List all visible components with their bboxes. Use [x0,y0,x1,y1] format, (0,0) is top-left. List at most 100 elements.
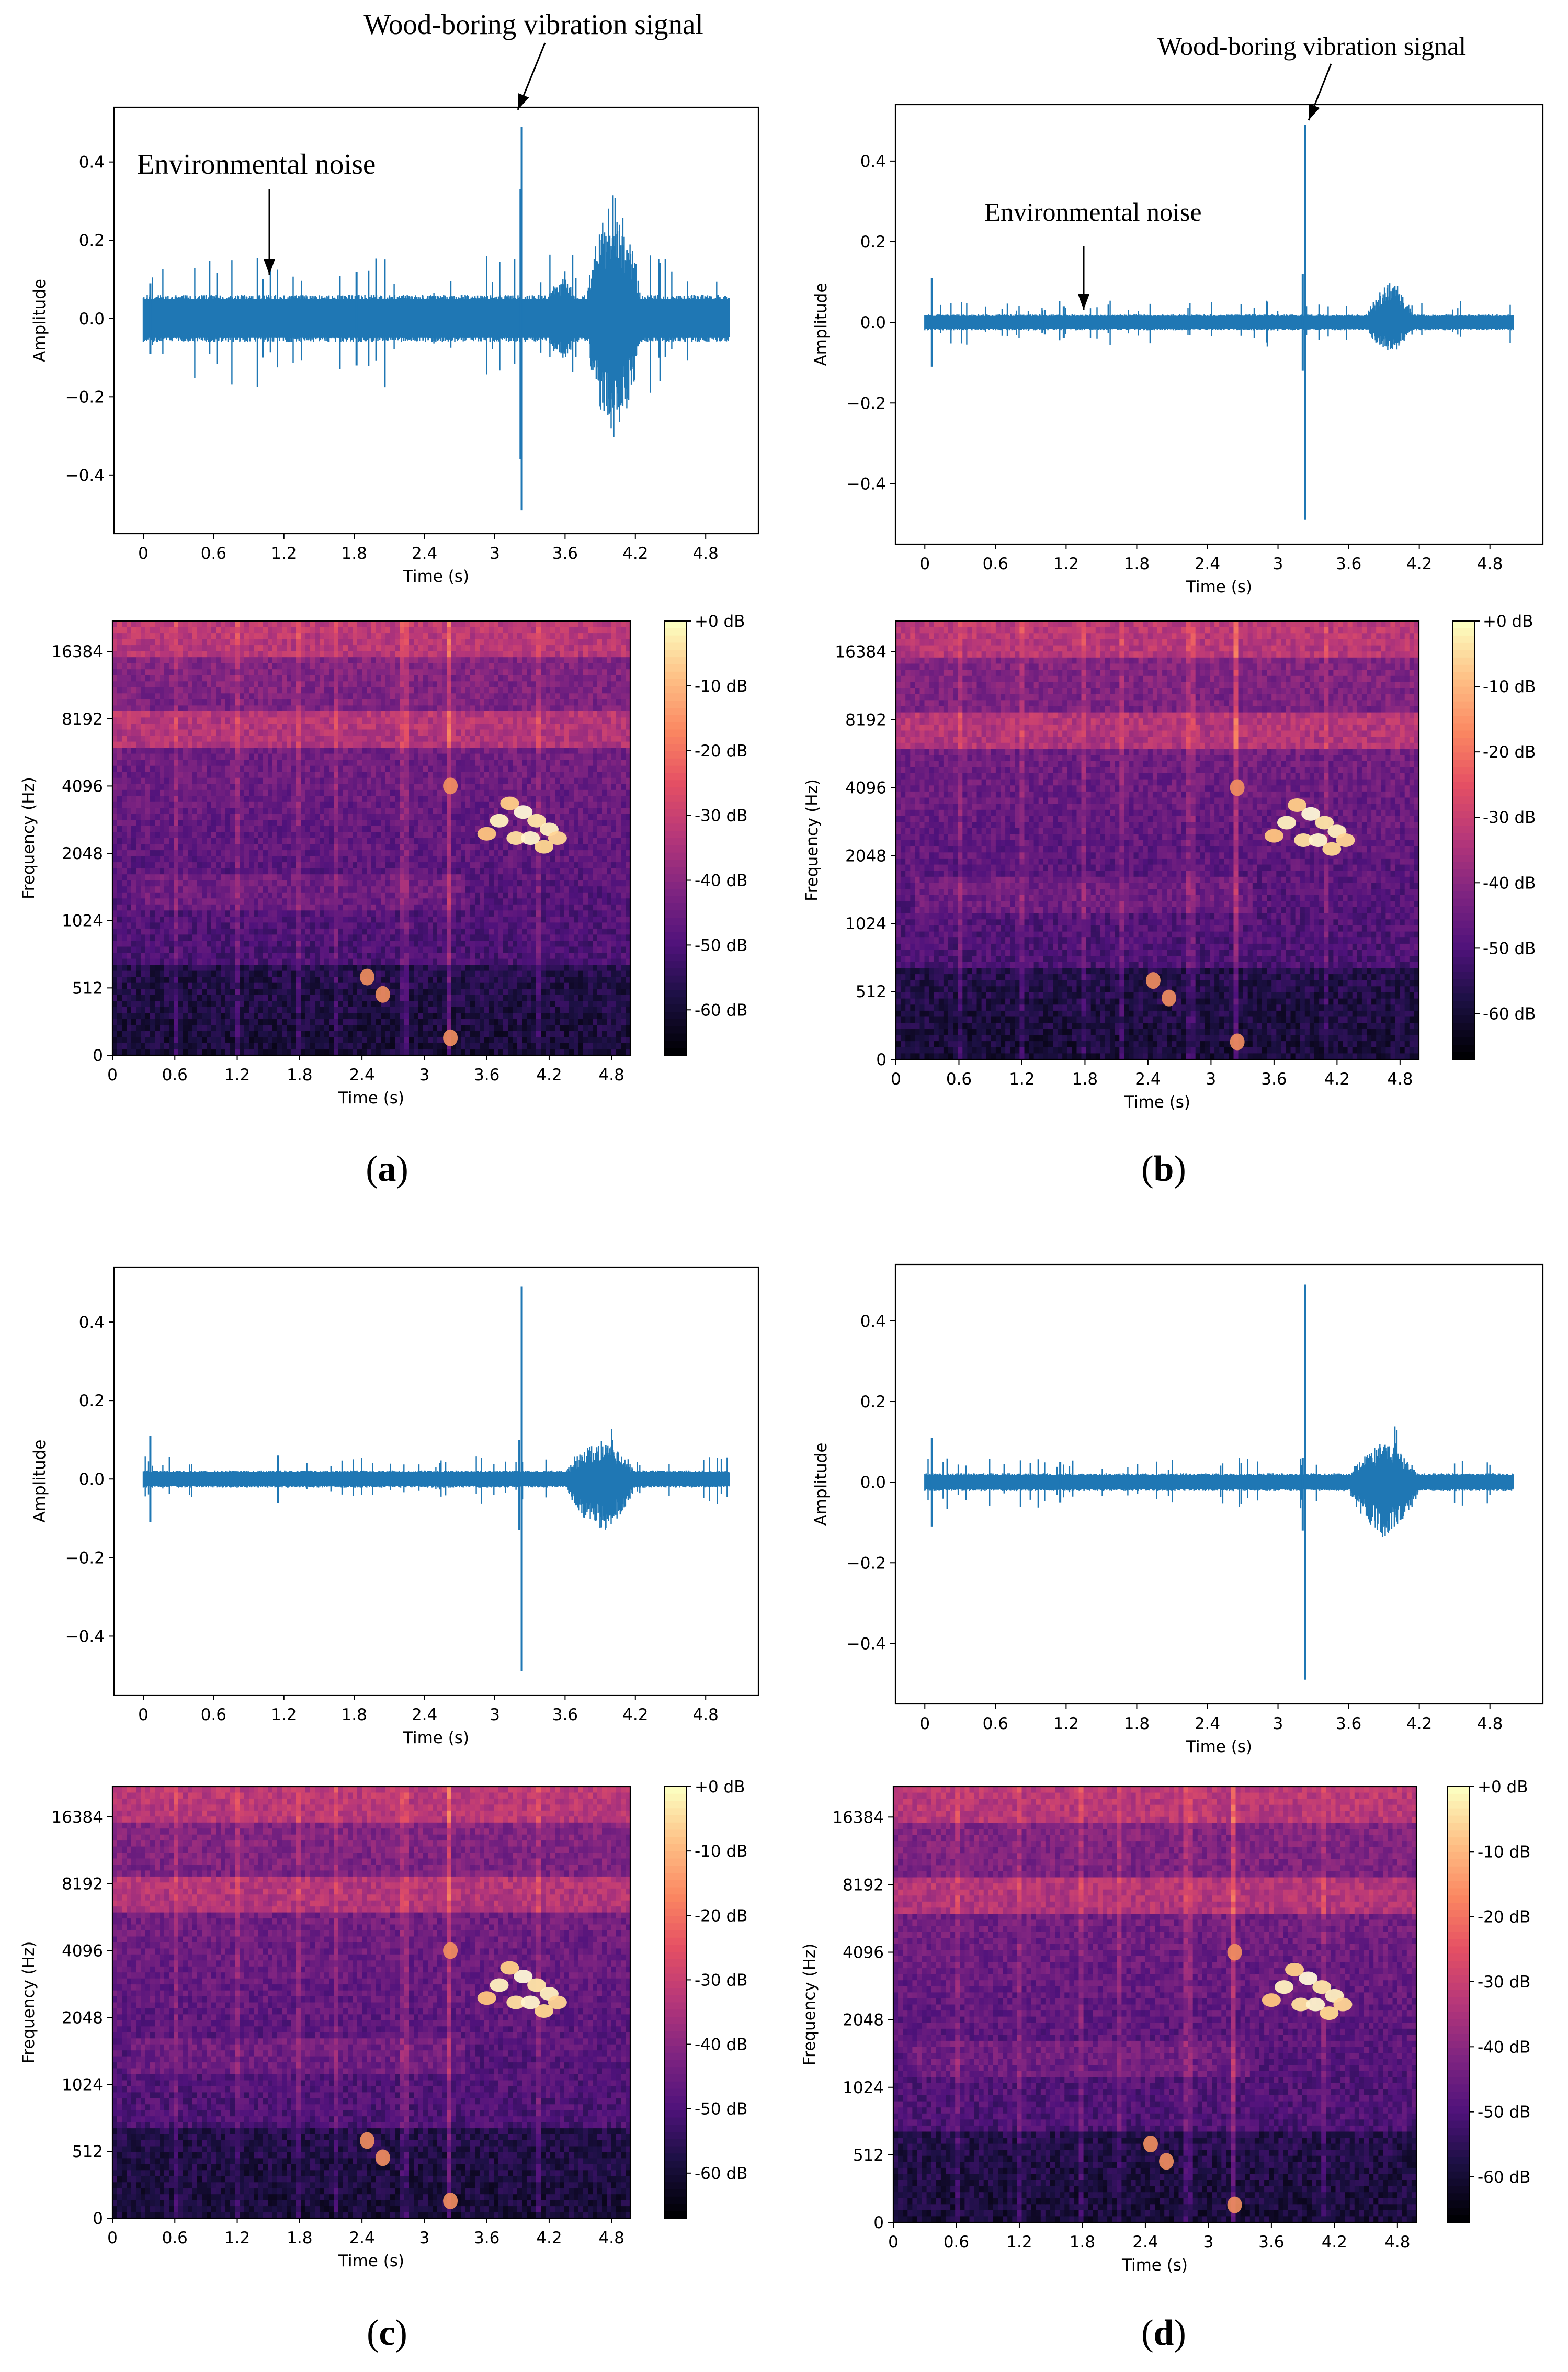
spectrogram-cell [160,838,165,844]
spectrogram-cell [145,850,151,856]
spectrogram-cell [136,705,141,711]
spectrogram-cell [150,681,155,687]
spectrogram-cell [112,808,118,814]
spectrogram-cell [117,838,122,844]
spectrogram-cell [141,663,146,670]
spectrogram-cell [160,886,165,893]
spectrogram-cell [155,995,160,1001]
spectrogram-cell [160,808,165,814]
spectrogram-cell [164,1031,169,1037]
spectrogram-cell [174,651,179,658]
spectrogram-cell [150,790,155,796]
spectrogram-cell [127,832,132,839]
spectrogram-cell [145,941,151,947]
spectrogram-cell [141,681,146,687]
spectrogram-cell [112,868,118,875]
spectrogram-cell [112,850,118,856]
spectrogram-cell [169,730,174,736]
spectrogram-cell [160,995,165,1001]
spectrogram-cell [127,917,132,923]
spectrogram-cell [145,1037,151,1043]
spectrogram-cell [145,693,151,699]
spectrogram-cell [150,760,155,766]
spectrogram-cell [145,633,151,639]
spectrogram-cell [131,760,137,766]
spectrogram-cell [131,893,137,899]
spectrogram-cell [141,977,146,983]
spectrogram-cell [131,826,137,832]
spectrogram-cell [169,760,174,766]
spectrogram-cell [122,802,127,808]
spectrogram-cell [145,1007,151,1013]
spectrogram-cell [131,766,137,772]
spectrogram-cell [131,711,137,718]
spectrogram-cell [136,934,141,941]
spectrogram-cell [155,814,160,820]
spectrogram-cell [117,778,122,784]
spectrogram-cell [160,832,165,839]
spectrogram-cell [141,856,146,863]
spectrogram-cell [145,953,151,959]
spectrogram-cell [117,922,122,929]
spectrogram-cell [122,1031,127,1037]
spectrogram-cell [136,917,141,923]
spectrogram-cell [127,736,132,742]
spectrogram-cell [164,965,169,971]
spectrogram-cell [117,784,122,790]
spectrogram-cell [136,922,141,929]
spectrogram-cell [131,1001,137,1007]
spectrogram-cell [150,934,155,941]
spectrogram-cell [174,675,179,682]
spectrogram-cell [136,989,141,995]
spectrogram-cell [131,730,137,736]
spectrogram-cell [112,621,118,627]
spectrogram-cell [169,657,174,663]
spectrogram-cell [164,880,169,887]
spectrogram-cell [169,675,174,682]
spectrogram-cell [150,832,155,839]
spectrogram-cell [112,675,118,682]
spectrogram-cell [160,1037,165,1043]
spectrogram-cell [136,669,141,675]
spectrogram-cell [136,778,141,784]
spectrogram-cell [141,910,146,917]
spectrogram-cell [169,802,174,808]
spectrogram-cell [169,922,174,929]
spectrogram-cell [164,663,169,670]
spectrogram-cell [127,778,132,784]
spectrogram-cell [150,657,155,663]
spectrogram-cell [164,657,169,663]
spectrogram-cell [122,874,127,880]
spectrogram-cell [131,724,137,730]
spectrogram-cell [155,977,160,983]
spectrogram-cell [127,868,132,875]
spectrogram-cell [145,778,151,784]
spectrogram-cell [122,808,127,814]
spectrogram-cell [131,1019,137,1025]
spectrogram-cell [164,808,169,814]
spectrogram-cell [155,790,160,796]
spectrogram-cell [136,1037,141,1043]
spectrogram-cell [136,947,141,953]
spectrogram-cell [122,1013,127,1019]
spectrogram-cell [160,621,165,627]
spectrogram-cell [127,651,132,658]
spectrogram-cell [160,760,165,766]
spectrogram-cell [131,880,137,887]
spectrogram-cell [160,681,165,687]
spectrogram-cell [122,922,127,929]
spectrogram-cell [169,1025,174,1031]
spectrogram-cell [169,754,174,760]
spectrogram-cell [127,1031,132,1037]
spectrogram-cell [155,796,160,802]
spectrogram-cell [141,905,146,911]
spectrogram-cell [145,669,151,675]
spectrogram-cell [141,772,146,778]
spectrogram-cell [131,1025,137,1031]
spectrogram-cell [136,748,141,754]
spectrogram-cell [145,1001,151,1007]
spectrogram-chart-a: 0 0.6 1.2 1.8 2.4 3 3.6 4.2 4.816384819240962048… [19,612,747,1108]
spectrogram-cell [141,669,146,675]
spectrogram-cell [112,1013,118,1019]
spectrogram-cell [117,886,122,893]
